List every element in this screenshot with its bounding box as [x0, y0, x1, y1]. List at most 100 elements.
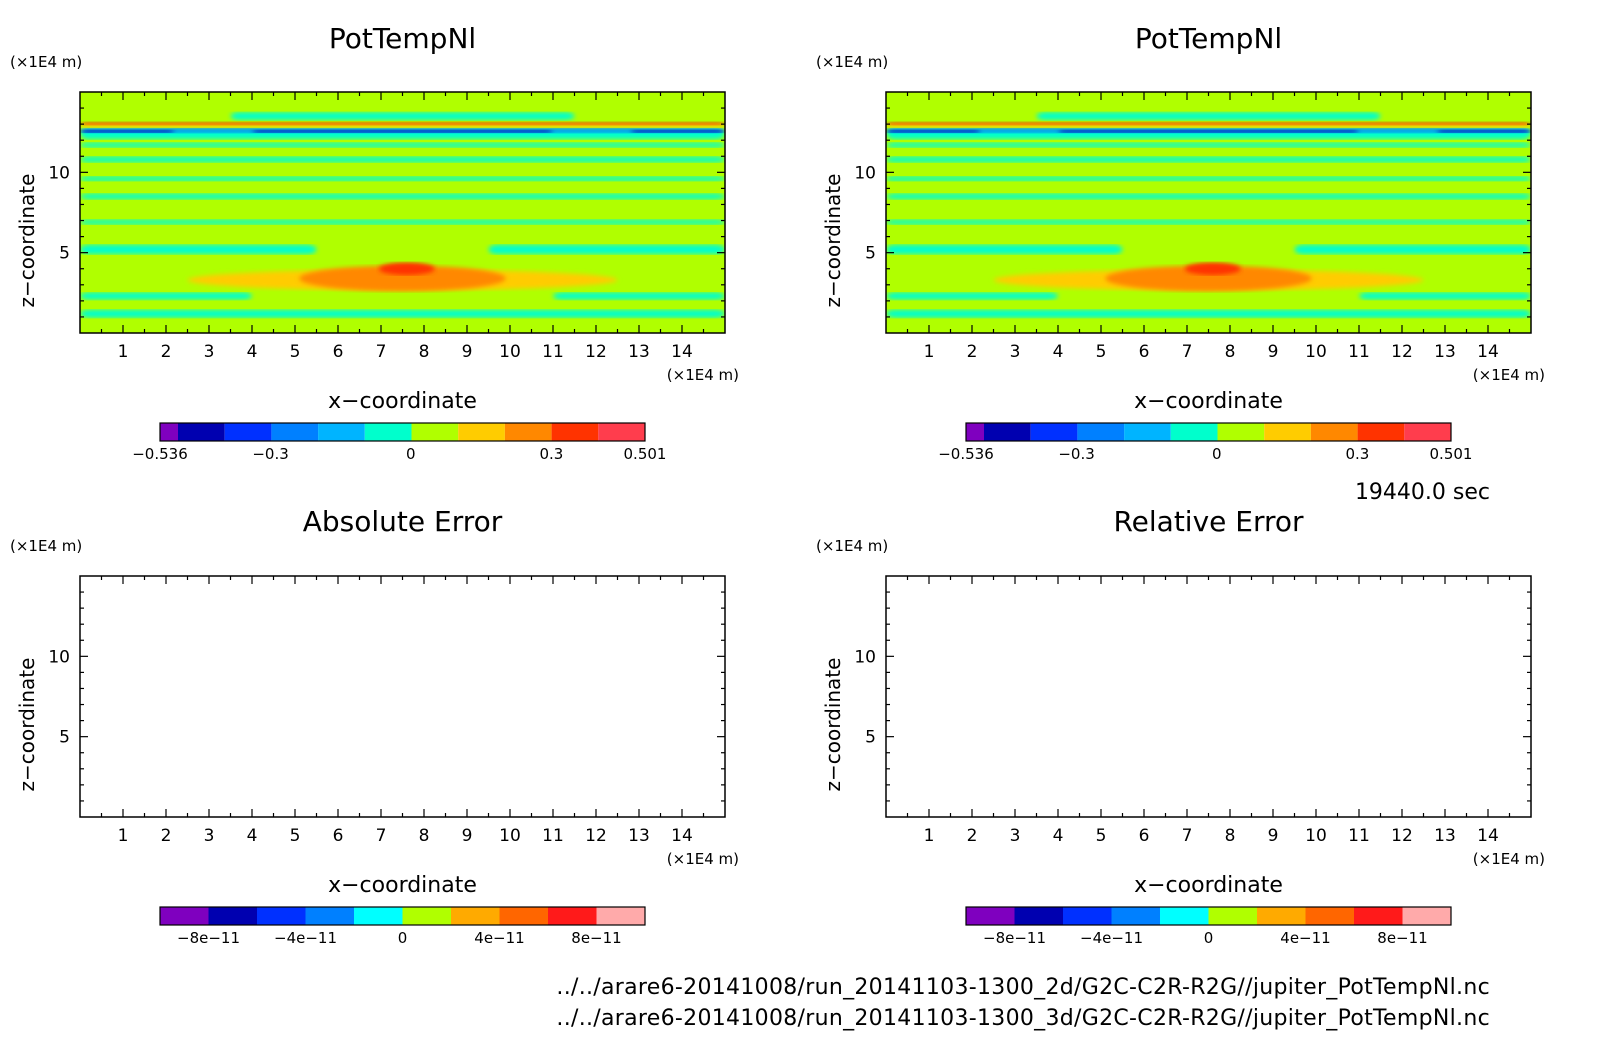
x-tick-label: 5 — [290, 826, 301, 846]
colorbar-swatch — [318, 423, 365, 441]
colorbar-swatch — [1014, 907, 1063, 925]
colorbar-swatch — [208, 907, 257, 925]
x-tick-label: 10 — [499, 342, 521, 362]
x-tick-label: 11 — [542, 826, 564, 846]
x-tick-label: 12 — [585, 342, 607, 362]
colorbar-tick-label: −0.3 — [252, 445, 288, 463]
contour-field — [886, 92, 1531, 333]
x-unit-label: (×1E4 m) — [1473, 850, 1545, 868]
contour-band — [80, 156, 725, 163]
x-tick-label: 11 — [1348, 826, 1370, 846]
contour-band — [630, 129, 725, 133]
x-tick-label: 1 — [118, 826, 129, 846]
x-tick-label: 3 — [204, 826, 215, 846]
x-tick-label: 5 — [1096, 342, 1107, 362]
colorbar-tick-label: −0.3 — [1058, 445, 1094, 463]
contour-band — [80, 309, 725, 318]
x-tick-label: 8 — [1225, 826, 1236, 846]
colorbar-swatch — [451, 907, 500, 925]
warm-anomaly-mid — [1105, 265, 1312, 292]
colorbar-swatch — [178, 423, 225, 441]
x-tick-label: 6 — [333, 826, 344, 846]
x-axis-label: x−coordinate — [328, 873, 477, 898]
contour-band — [80, 219, 725, 225]
y-unit-label: (×1E4 m) — [10, 53, 82, 71]
colorbar-swatch — [1124, 423, 1171, 441]
x-tick-label: 7 — [1182, 342, 1193, 362]
panel-abserr: Absolute Error(×1E4 m)1 2 3 4 5 6 7 8 9 10 11 12 13 1… — [10, 505, 739, 947]
colorbar-swatch — [966, 907, 1015, 925]
x-tick-label: 13 — [1434, 342, 1456, 362]
warm-anomaly-core — [1184, 262, 1241, 276]
contour-band — [886, 244, 1123, 255]
x-tick-label: 12 — [1391, 342, 1413, 362]
contour-band — [488, 244, 725, 255]
x-tick-label: 10 — [1305, 342, 1327, 362]
colorbar-tick-label: 0.3 — [1345, 445, 1369, 463]
x-tick-label: 7 — [376, 826, 387, 846]
file-path-2d: ../../arare6-20141008/run_20141103-1300_… — [556, 975, 1490, 1000]
y-axis-label: z−coordinate — [15, 174, 39, 308]
x-tick-label: 8 — [419, 826, 430, 846]
colorbar-swatch — [1305, 907, 1354, 925]
colorbar-swatch — [596, 907, 645, 925]
x-tick-label: 10 — [1305, 826, 1327, 846]
x-tick-label: 13 — [1434, 826, 1456, 846]
x-tick-label: 1 — [924, 826, 935, 846]
colorbar-swatch — [1030, 423, 1078, 441]
y-unit-label: (×1E4 m) — [816, 53, 888, 71]
colorbar-swatch — [1354, 907, 1403, 925]
colorbar-swatch — [1063, 907, 1112, 925]
colorbar-swatch — [160, 907, 209, 925]
x-tick-label: 11 — [1348, 342, 1370, 362]
file-path-3d: ../../arare6-20141008/run_20141103-1300_… — [556, 1006, 1490, 1031]
x-tick-label: 7 — [376, 342, 387, 362]
x-tick-label: 9 — [462, 826, 473, 846]
y-tick-label: 5 — [59, 728, 70, 748]
colorbar: −8e−11 −4e−11 0 4e−11 8e−11 — [159, 906, 646, 947]
colorbar-swatch — [504, 423, 552, 441]
colorbar: −8e−11 −4e−11 0 4e−11 8e−11 — [965, 906, 1452, 947]
colorbar-tick-label: 4e−11 — [474, 929, 524, 947]
contour-field — [80, 92, 725, 333]
colorbar-swatch — [1310, 423, 1358, 441]
colorbar-swatch — [548, 907, 597, 925]
x-tick-label: 1 — [118, 342, 129, 362]
colorbar-swatch — [551, 423, 599, 441]
colorbar-tick-label: 8e−11 — [1377, 929, 1427, 947]
y-axis-label: z−coordinate — [15, 658, 39, 792]
x-tick-label: 14 — [671, 342, 693, 362]
colorbar-swatch — [1357, 423, 1405, 441]
x-tick-label: 14 — [1477, 342, 1499, 362]
contour-band — [886, 193, 1531, 200]
x-axis-label: x−coordinate — [1134, 389, 1283, 414]
colorbar-swatch — [354, 907, 403, 925]
plot-frame — [885, 575, 1532, 818]
time-label: 19440.0 sec — [1354, 480, 1490, 505]
contour-band — [1036, 112, 1381, 121]
y-tick-label: 5 — [59, 244, 70, 264]
contour-band — [886, 142, 1531, 148]
x-tick-label: 8 — [1225, 342, 1236, 362]
x-tick-label: 3 — [1010, 826, 1021, 846]
warm-anomaly-core — [378, 262, 435, 276]
contour-band — [886, 156, 1531, 163]
contour-band — [886, 176, 1531, 182]
contour-band — [886, 309, 1531, 318]
contour-band — [80, 176, 725, 182]
y-axis-label: z−coordinate — [821, 658, 845, 792]
colorbar-tick-label: 8e−11 — [571, 929, 621, 947]
colorbar-tick-label: 0.501 — [624, 445, 667, 463]
x-tick-label: 2 — [967, 342, 978, 362]
contour-band — [1359, 292, 1531, 300]
colorbar-swatch — [402, 907, 451, 925]
x-unit-label: (×1E4 m) — [667, 366, 739, 384]
x-tick-label: 6 — [1139, 826, 1150, 846]
x-tick-label: 5 — [1096, 826, 1107, 846]
panel-title: PotTempNl — [329, 22, 476, 55]
panel-title: PotTempNl — [1135, 22, 1282, 55]
contour-band — [1294, 244, 1531, 255]
x-tick-label: 2 — [161, 826, 172, 846]
y-tick-label: 10 — [48, 163, 70, 183]
